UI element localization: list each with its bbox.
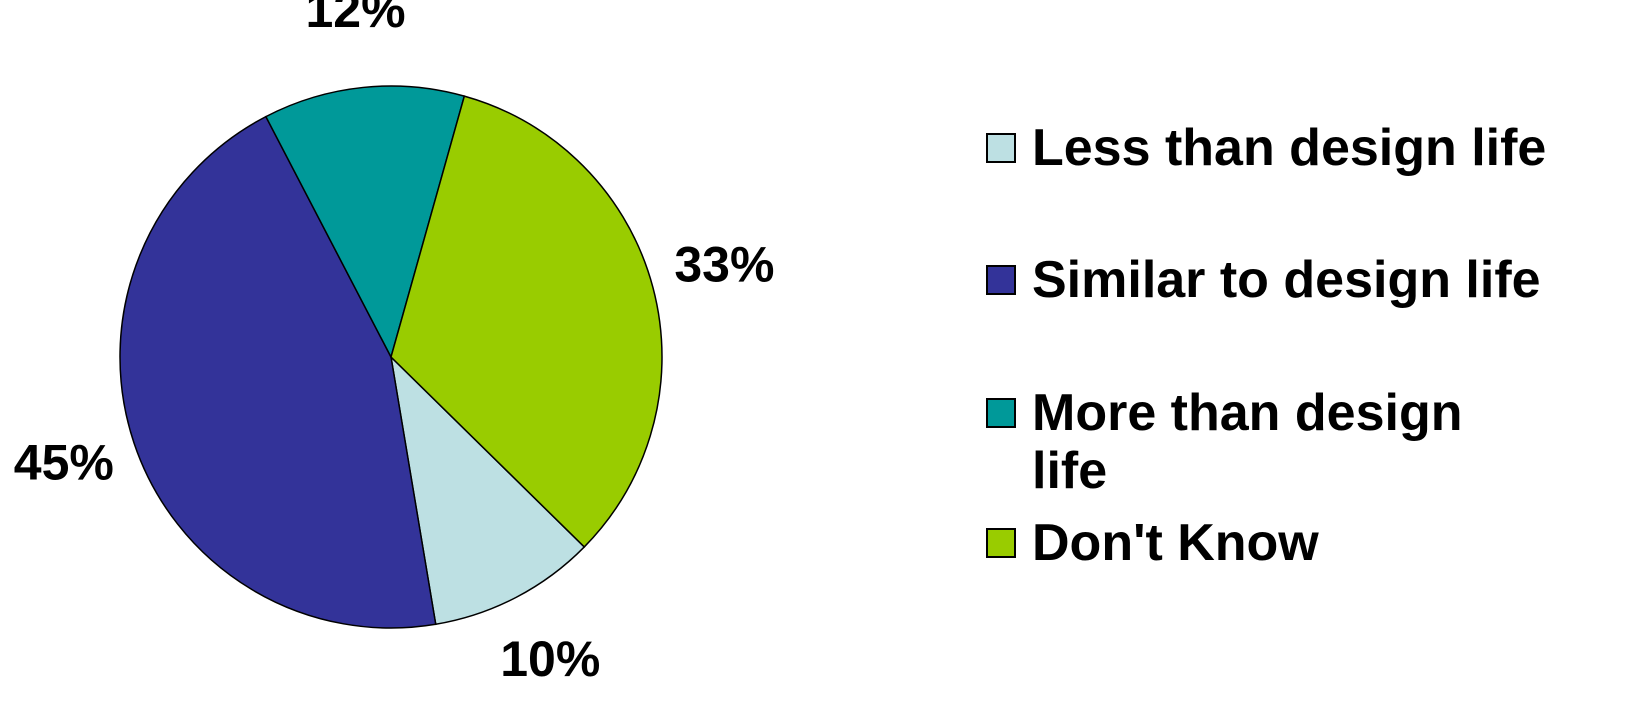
pie-slice <box>264 85 466 360</box>
legend-item: Less than design life <box>986 119 1586 177</box>
legend-item: Don't Know <box>986 514 1586 572</box>
legend-label: More than design life <box>1032 384 1463 500</box>
pie-slice <box>390 95 663 549</box>
data-label: 45% <box>14 435 114 491</box>
legend-swatch <box>986 265 1016 295</box>
legend-label: Similar to design life <box>1032 251 1541 309</box>
data-label: 33% <box>674 236 774 292</box>
legend-label: Don't Know <box>1032 514 1319 572</box>
legend-item: More than design life <box>986 384 1586 500</box>
data-label: 10% <box>500 631 600 687</box>
data-label: 12% <box>305 0 405 38</box>
legend-swatch <box>986 133 1016 163</box>
legend-swatch <box>986 528 1016 558</box>
pie-slice <box>389 354 586 626</box>
legend-swatch <box>986 398 1016 428</box>
legend-label: Less than design life <box>1032 119 1547 177</box>
legend-item: Similar to design life <box>986 251 1586 309</box>
pie-slice <box>119 115 437 629</box>
